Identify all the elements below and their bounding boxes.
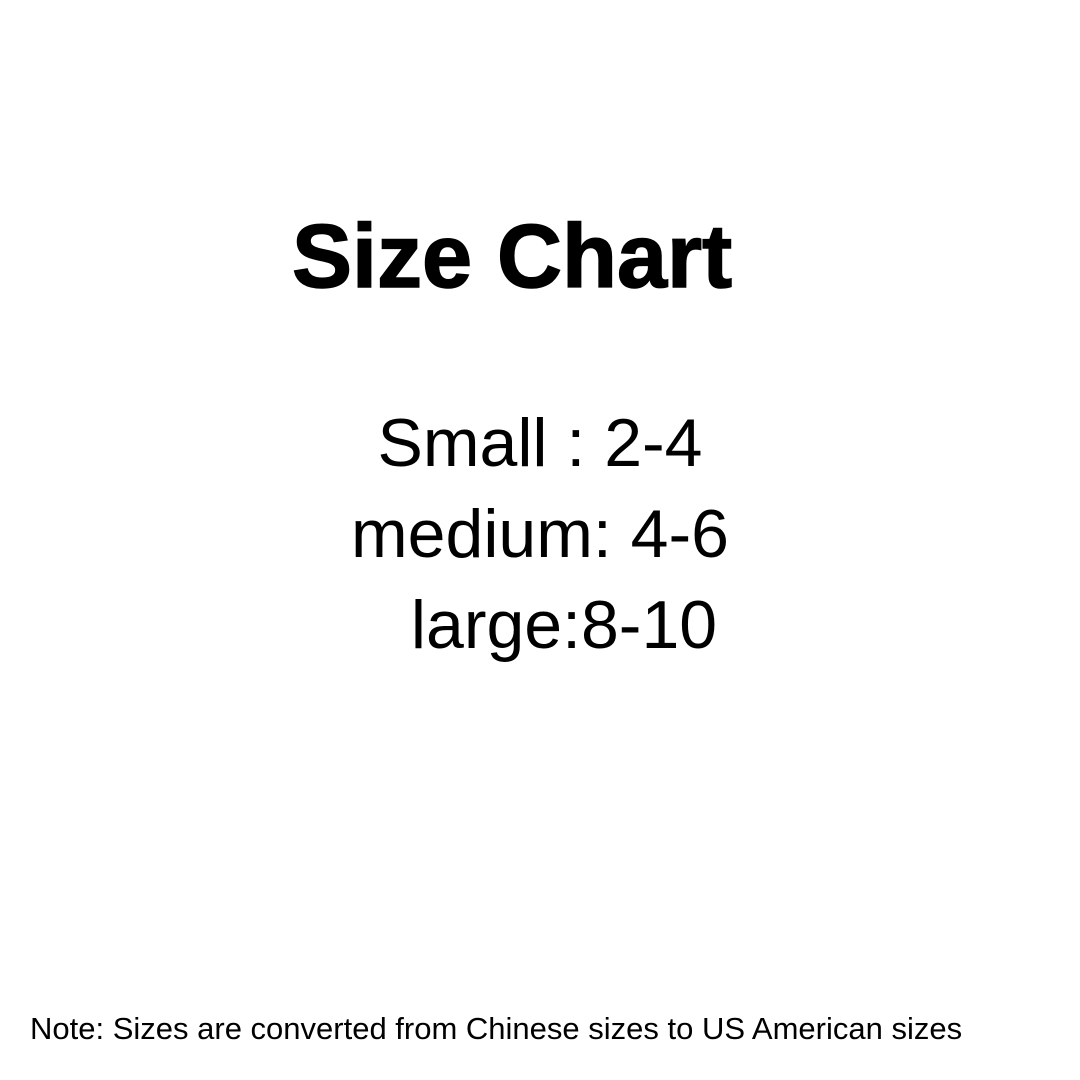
size-list: Small : 2-4 medium: 4-6 large:8-10 bbox=[0, 398, 1080, 671]
conversion-note: Note: Sizes are converted from Chinese s… bbox=[30, 1011, 963, 1046]
page-title: Size Chart bbox=[291, 207, 733, 307]
size-line-medium: medium: 4-6 bbox=[351, 496, 729, 572]
size-line-large: large:8-10 bbox=[410, 587, 718, 663]
size-line-small: Small : 2-4 bbox=[377, 405, 703, 481]
